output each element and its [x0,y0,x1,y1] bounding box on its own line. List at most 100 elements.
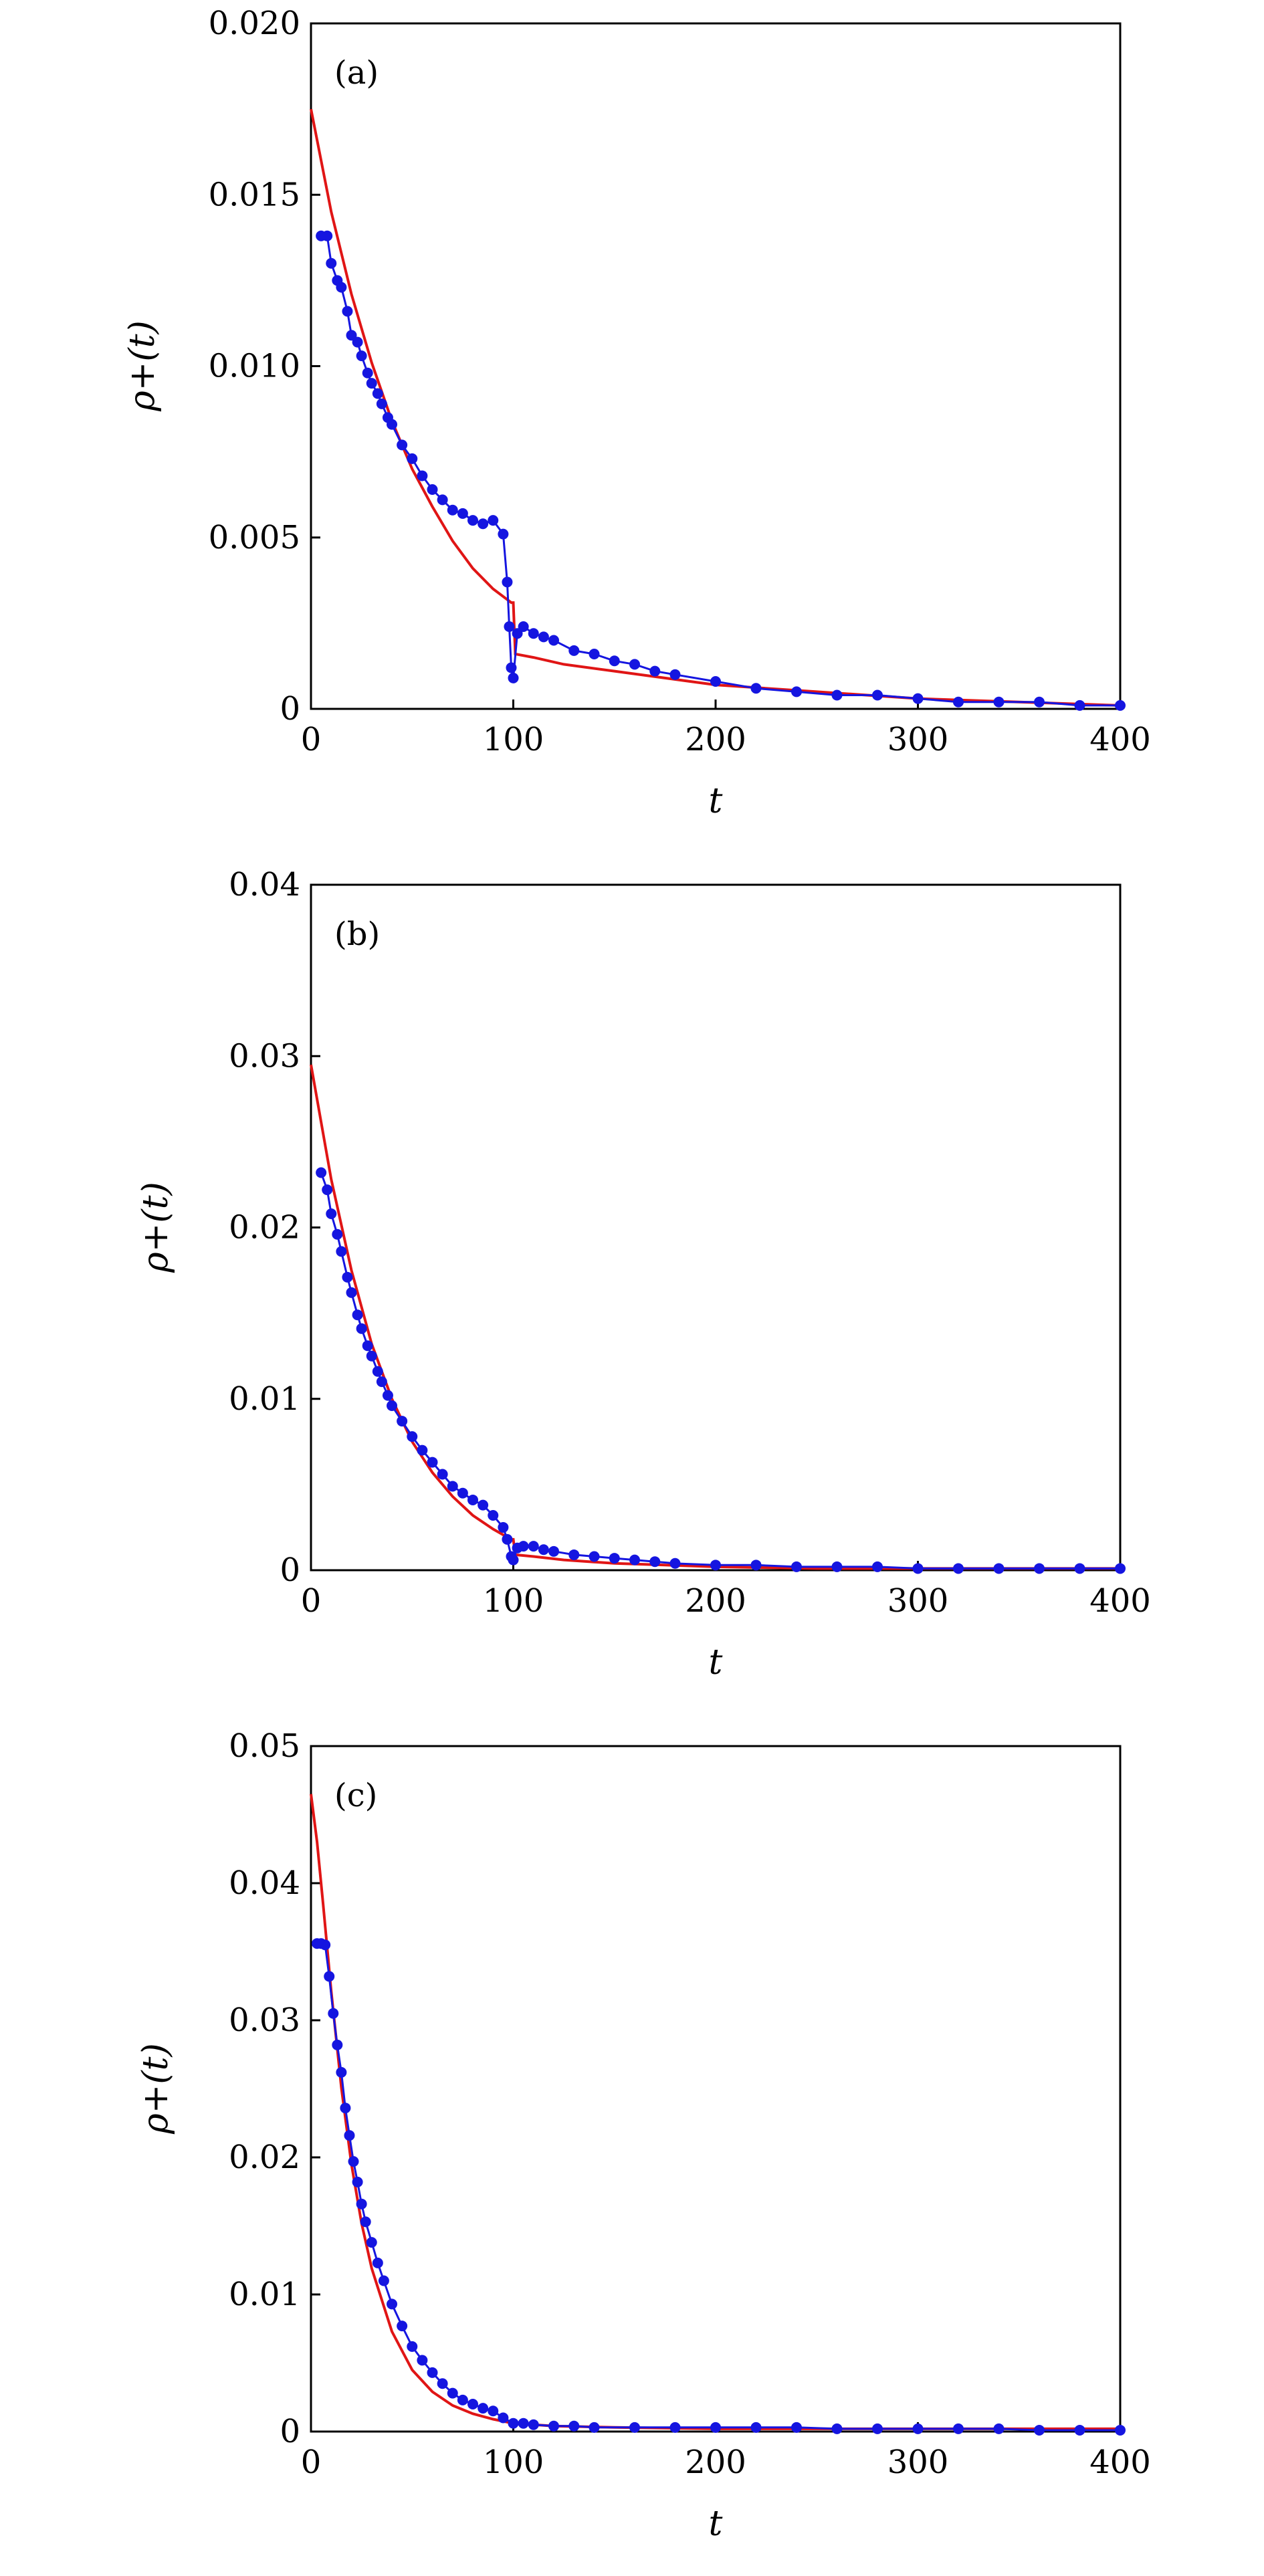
data-point [467,2399,478,2409]
data-point [336,1246,347,1257]
data-point [372,1366,383,1377]
data-point [1074,700,1085,711]
data-point [488,2405,499,2417]
data-point [568,645,580,656]
data-point [478,2403,489,2414]
data-point [508,672,519,683]
x-tick-label: 100 [483,2444,544,2481]
data-point [376,398,387,409]
data-point [467,1494,478,1505]
x-tick-label: 400 [1089,1582,1151,1620]
data-point [710,676,721,687]
data-point [568,2420,580,2432]
data-point [320,1939,331,1951]
data-point [336,2066,347,2078]
ticks: 0 100 200 300 400 0 0.01 0.02 0.03 0.04 [229,866,1151,1620]
data-point [397,1416,408,1427]
data-point [548,2420,559,2432]
data-point [348,2156,359,2167]
data-point [326,1208,337,1219]
y-tick-label: 0.010 [209,348,300,385]
data-point [366,2237,377,2248]
data-point [548,635,559,646]
data-point [352,2176,363,2187]
data-point [1034,696,1045,708]
data-point [447,1481,458,1492]
data-point [417,2355,428,2366]
x-tick-label: 0 [301,2444,322,2481]
data-point [669,1558,681,1569]
data-point [326,257,337,269]
x-tick-label: 400 [1089,721,1151,758]
data-point [508,2418,519,2429]
data-point [528,628,539,639]
data-point [356,1323,367,1334]
data-point [912,1563,924,1574]
data-point [1115,1563,1126,1574]
data-point [568,1549,580,1560]
data-point [387,419,397,430]
fit-curve [310,1794,1120,2430]
x-tick-label: 100 [483,721,544,758]
y-tick-label: 0.03 [229,1037,300,1075]
data-point [953,2423,964,2434]
data-point [508,1554,519,1566]
chart-a: 0 100 200 300 400 0 0.005 0.010 0.015 0.020 (a) t… [122,5,1151,821]
y-tick-label: 0 [280,2413,300,2450]
data-line [317,1942,1120,2432]
y-tick-label: 0.04 [229,1864,300,1902]
data-point [791,1561,802,1572]
data-point [360,2216,371,2228]
data-point [407,453,418,464]
y-tick-label: 0.005 [209,519,300,556]
data-point [387,1400,397,1411]
chart-c: 0 100 200 300 400 0 0.01 0.02 0.03 0.04 0.05 (c) t… [136,1727,1151,2544]
data-point [512,628,523,639]
data-point [336,282,347,293]
data-point [366,378,377,389]
data-point [1074,2424,1085,2436]
data-point [378,2275,389,2286]
x-tick-label: 200 [685,2444,746,2481]
data-line [321,235,1120,707]
x-tick-label: 200 [685,721,746,758]
data-point [437,494,448,506]
y-tick-label: 0.02 [229,2139,300,2176]
data-point [504,621,515,632]
data-point [322,1184,333,1196]
ticks: 0 100 200 300 400 0 0.005 0.010 0.015 0.020 [209,5,1151,758]
y-axis-label: ρ+(t) [122,320,163,412]
y-tick-label: 0 [280,690,300,728]
data-point [407,1431,418,1442]
x-tick-label: 300 [887,1582,949,1620]
panel-label: (a) [334,54,379,92]
data-point [344,2130,355,2141]
data-point [629,2422,640,2433]
data-point [609,655,620,667]
x-axis-label: t [709,1642,723,1683]
data-point [362,367,373,379]
panel-c: 0 100 200 300 400 0 0.01 0.02 0.03 0.04 0.05 (c) t… [0,1723,1264,2576]
data-point [457,1487,468,1499]
data-point [447,504,458,516]
data-point [457,2394,468,2405]
x-tick-label: 200 [685,1582,746,1620]
panel-b: 0 100 200 300 400 0 0.01 0.02 0.03 0.04 (b) t ρ+(… [0,861,1264,1715]
y-tick-label: 0.03 [229,2002,300,2039]
data-point [831,689,843,701]
data-point [710,2422,721,2433]
data-point [427,2367,438,2378]
data-point [498,2412,509,2424]
data-point [498,528,509,540]
ticks: 0 100 200 300 400 0 0.01 0.02 0.03 0.04 0.05 [229,1727,1151,2481]
x-tick-label: 300 [887,2444,949,2481]
data-point [478,1499,489,1511]
data-point [1115,700,1126,711]
data-point [912,2423,924,2434]
data-point [669,2422,681,2433]
data-line [320,1172,1120,1570]
data-point [1074,1563,1085,1574]
data-point [831,2423,843,2434]
data-point [518,2418,529,2429]
